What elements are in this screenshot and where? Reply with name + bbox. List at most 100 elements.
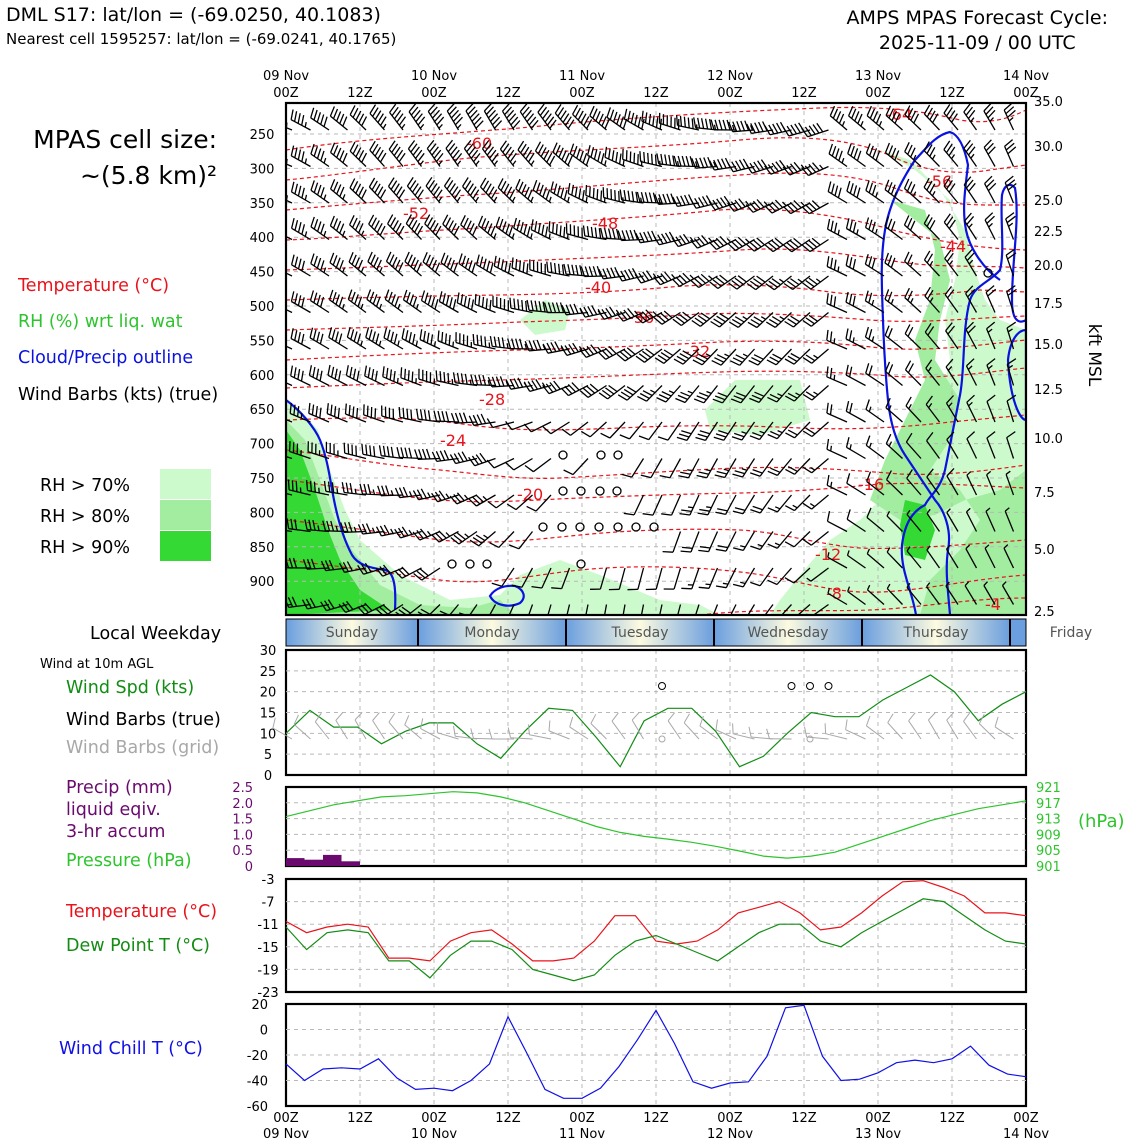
wind-barb: [383, 327, 404, 350]
barb-full: [585, 155, 591, 166]
wind-barb: [286, 596, 311, 609]
barb-full: [463, 217, 469, 228]
barb-full: [647, 231, 653, 242]
barb-full: [549, 119, 557, 129]
barb-staff: [478, 686, 495, 700]
wind-barb: [567, 183, 589, 204]
barb-full: [698, 549, 709, 553]
barb-half: [951, 154, 956, 160]
barb-full: [543, 149, 550, 160]
barb-staff: [531, 421, 552, 433]
barb-staff: [567, 192, 589, 204]
barb-full: [910, 147, 916, 158]
barb-full: [703, 157, 709, 168]
calm-circle: [596, 450, 606, 460]
wind-barb: [404, 251, 422, 277]
wind-barb: [445, 139, 463, 167]
barb-full: [789, 240, 799, 248]
barb-full: [416, 529, 424, 539]
barb-full: [617, 230, 623, 241]
barb-full: [744, 120, 750, 131]
barb-full: [469, 539, 480, 547]
wind-barb: [784, 567, 811, 584]
barb-full: [272, 717, 276, 729]
barb-full: [426, 139, 435, 149]
wind-barb: [534, 141, 556, 167]
wind-barb: [765, 275, 792, 291]
barb-full: [887, 182, 893, 193]
wind-barb: [309, 290, 330, 314]
barb-full: [679, 115, 683, 127]
barb-full: [530, 300, 534, 311]
barb-staff: [905, 441, 922, 459]
wind-barb-true: [937, 668, 958, 686]
barb-full: [497, 336, 501, 348]
barb-full: [588, 266, 594, 277]
wind-barb: [616, 347, 644, 362]
barb-full: [577, 110, 584, 121]
barb-full: [471, 496, 481, 505]
barb-full: [670, 193, 676, 204]
barb-full: [482, 180, 490, 191]
wind-barb: [966, 431, 978, 459]
barb-full: [357, 565, 364, 575]
barb-full: [272, 220, 274, 230]
wind-barb: [645, 567, 663, 591]
barb-full: [955, 670, 956, 680]
barb-half: [427, 492, 431, 498]
barb-full: [1004, 139, 1014, 147]
forecast-cycle: AMPS MPAS Forecast Cycle: 2025-11-09 / 0…: [847, 6, 1108, 55]
barb-full: [480, 413, 487, 424]
barb-half: [680, 679, 681, 684]
barb-full: [748, 726, 752, 738]
barb-full: [463, 139, 472, 149]
wind-barb: [580, 266, 607, 278]
wind-barb: [658, 112, 681, 131]
barb-full: [753, 278, 763, 286]
isotherm-label: -20: [517, 485, 543, 504]
barb-staff: [604, 156, 626, 168]
barb-full: [648, 113, 652, 125]
wind-barb: [563, 263, 589, 277]
wind-barb: [966, 471, 978, 496]
barb-full: [320, 114, 325, 125]
barb-full: [887, 218, 893, 229]
barb-half: [530, 160, 535, 166]
barb-full: [908, 712, 916, 722]
barb-full: [829, 367, 833, 379]
barb-full: [526, 299, 530, 311]
barb-half: [845, 686, 848, 690]
barb-half: [304, 121, 307, 128]
wind-barb: [905, 396, 922, 423]
wind-barb: [966, 394, 978, 423]
barb-half: [875, 192, 879, 198]
barb-full: [750, 318, 761, 326]
barb-full: [598, 113, 604, 124]
pressure-tick-label: 450: [250, 266, 275, 281]
wind-barb: [678, 458, 700, 479]
wind-barb-grid: [845, 719, 866, 740]
barb-full: [350, 329, 355, 340]
barb-full: [597, 351, 607, 360]
barb-staff: [537, 111, 552, 131]
barb-full: [383, 524, 390, 535]
barb-half: [987, 364, 993, 370]
barb-full: [522, 261, 525, 273]
barb-full: [766, 359, 777, 366]
top-time-tick: 12Z: [495, 86, 521, 101]
barb-full: [579, 390, 589, 398]
barb-full: [387, 214, 394, 225]
barb-full: [352, 181, 359, 191]
barb-staff: [498, 531, 515, 548]
barb-full: [373, 446, 376, 457]
precip-label-1: Precip (mm): [66, 778, 173, 798]
barb-full: [951, 113, 958, 123]
wind-barb: [708, 235, 737, 250]
wind-barb: [412, 488, 441, 501]
barb-full: [913, 113, 920, 124]
barb-full: [305, 480, 309, 491]
barb-full: [626, 347, 636, 355]
barb-staff: [648, 421, 663, 440]
barb-full: [279, 187, 280, 197]
